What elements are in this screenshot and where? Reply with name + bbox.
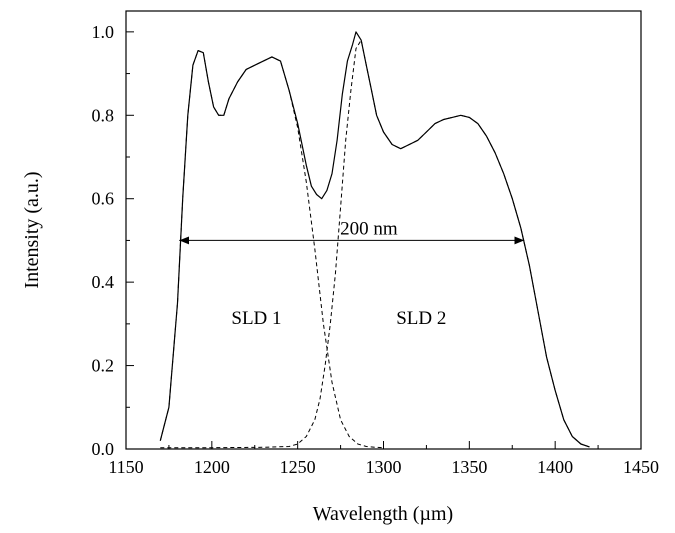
series-layer — [159, 31, 590, 449]
y-tick-label: 0.2 — [92, 356, 115, 376]
y-tick-label: 0.0 — [92, 439, 115, 459]
x-axis-title: Wavelength (µm) — [313, 503, 453, 525]
sld2-spectrum-line — [160, 39, 590, 449]
x-tick-label: 1150 — [108, 457, 143, 477]
y-tick-label: 0.6 — [92, 189, 115, 209]
bandwidth-annotation: 200 nm — [179, 218, 525, 245]
x-tick-label: 1450 — [623, 457, 659, 477]
x-tick-label: 1300 — [366, 457, 402, 477]
x-tick-label: 1350 — [451, 457, 487, 477]
bandwidth-label: 200 nm — [340, 218, 398, 239]
y-tick-label: 0.8 — [92, 105, 115, 125]
sld2-label: SLD 2 — [396, 308, 446, 329]
x-tick-label: 1250 — [280, 457, 316, 477]
sld1-spectrum-line — [159, 50, 384, 449]
sld1-label: SLD 1 — [231, 308, 281, 329]
y-axis-ticks: 0.0 0.2 0.4 0.6 0.8 1.0 — [92, 22, 134, 459]
y-axis-title: Intensity (a.u.) — [21, 171, 43, 288]
x-axis-ticks: 1150 1200 1250 1300 1350 1400 1450 — [108, 441, 659, 477]
x-tick-label: 1200 — [194, 457, 230, 477]
x-tick-label: 1400 — [537, 457, 573, 477]
y-tick-label: 1.0 — [92, 22, 115, 42]
y-tick-label: 0.4 — [92, 272, 115, 292]
